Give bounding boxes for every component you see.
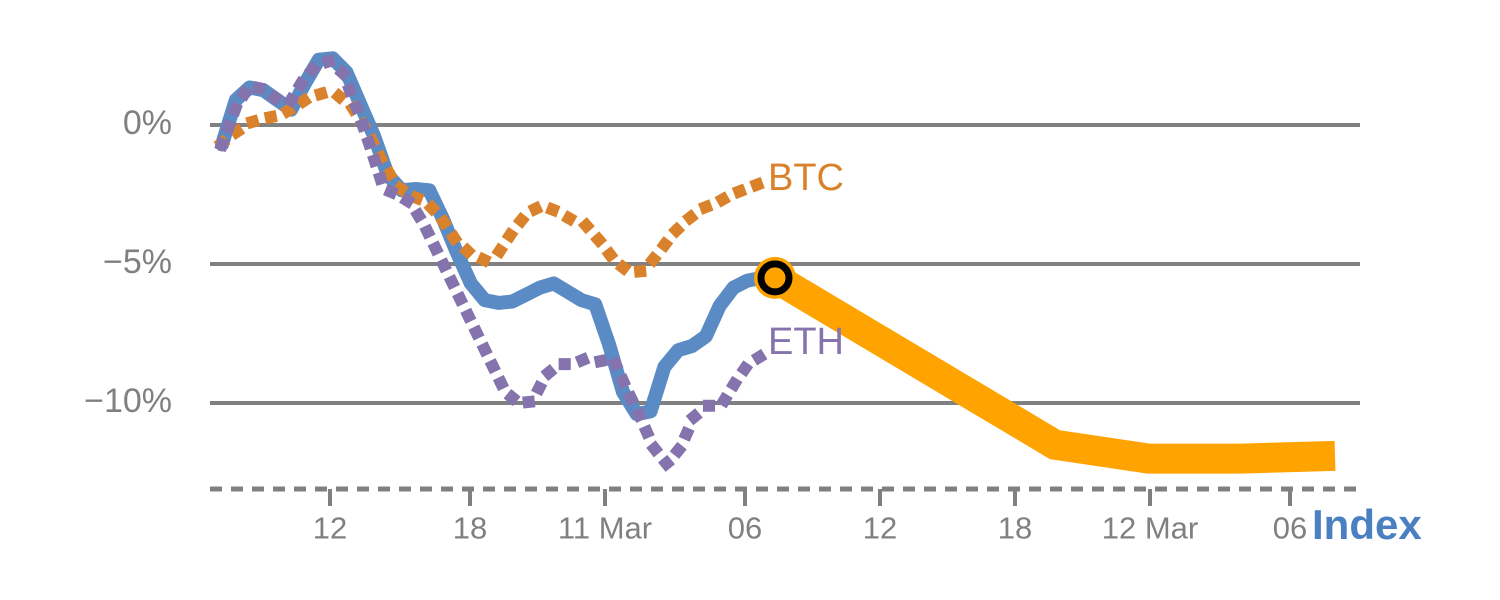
series-label-eth: ETH	[768, 321, 844, 363]
y-tick-label-1: −5%	[103, 243, 172, 281]
x-tick-label-7: 06	[1273, 510, 1307, 545]
series-line-eth	[214, 55, 783, 471]
y-tick-label-0: 0%	[123, 104, 172, 142]
marker-ring[interactable]	[757, 260, 793, 296]
x-axis-tick-labels: 12 18 11 Mar 06 12 18 12 Mar 06	[313, 510, 1307, 545]
x-tick-label-6: 12 Mar	[1102, 510, 1198, 545]
y-axis-tick-labels: 0% −5% −10%	[84, 104, 172, 420]
series-line-forecast	[767, 265, 1336, 474]
series-label-btc: BTC	[768, 157, 844, 199]
series-line-index	[215, 51, 782, 422]
x-tick-label-3: 06	[728, 510, 762, 545]
series-line-btc	[213, 87, 783, 279]
current-point-marker[interactable]	[754, 256, 796, 299]
x-axis-ticks	[328, 489, 1292, 506]
x-tick-label-4: 12	[863, 510, 897, 545]
x-tick-label-2: 11 Mar	[558, 510, 652, 545]
x-tick-label-5: 18	[998, 510, 1032, 545]
series-label-index: Index	[1312, 501, 1422, 548]
y-tick-label-2: −10%	[84, 382, 172, 420]
data-series	[213, 51, 1336, 474]
x-tick-label-1: 18	[453, 510, 487, 545]
x-tick-label-0: 12	[313, 510, 347, 545]
